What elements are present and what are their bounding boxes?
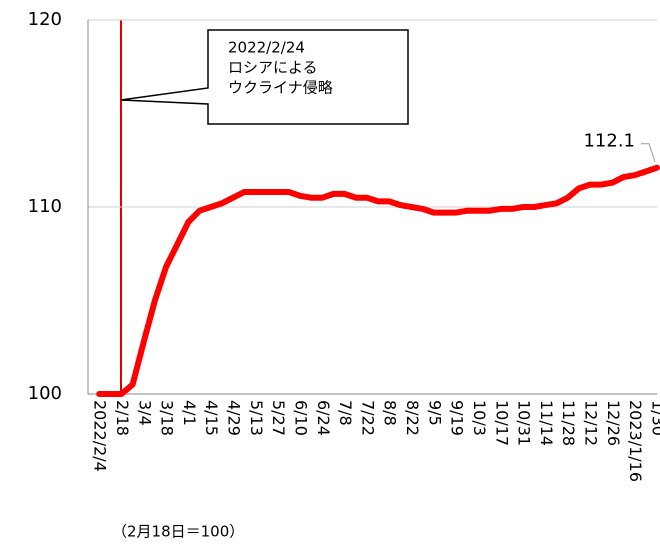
x-tick-label: 4/15 xyxy=(202,400,221,436)
x-tick-label: 8/22 xyxy=(403,400,422,436)
y-tick-label: 120 xyxy=(28,9,62,30)
x-tick-label: 2/18 xyxy=(113,400,132,436)
x-tick-label: 8/8 xyxy=(381,400,400,426)
x-tick-label: 9/19 xyxy=(448,400,467,436)
annotation-line: ウクライナ侵略 xyxy=(228,79,333,97)
x-tick-label: 3/18 xyxy=(158,400,177,436)
x-tick-label: 9/5 xyxy=(425,400,444,426)
y-tick-label: 100 xyxy=(28,383,62,404)
x-tick-label: 10/17 xyxy=(492,400,511,446)
annotation-line: ロシアによる xyxy=(228,59,318,77)
leader-line xyxy=(641,143,656,162)
x-tick-label: 3/4 xyxy=(135,400,154,426)
x-tick-label: 5/27 xyxy=(269,400,288,436)
x-tick-label: 4/29 xyxy=(225,400,244,436)
x-tick-label: 2022/2/4 xyxy=(91,400,110,472)
line-series xyxy=(96,164,660,397)
x-tick-label: 12/26 xyxy=(604,400,623,446)
x-tick-label: 5/13 xyxy=(247,400,266,436)
callout-box xyxy=(120,29,409,125)
annotation-line: 2022/2/24 xyxy=(228,39,305,57)
x-tick-label: 10/31 xyxy=(515,400,534,446)
x-tick-label: 4/1 xyxy=(180,400,199,426)
x-tick-label: 6/24 xyxy=(314,400,333,436)
x-tick-label: 11/28 xyxy=(559,400,578,446)
y-tick-label: 110 xyxy=(28,196,62,217)
x-tick-label: 10/3 xyxy=(470,400,489,436)
x-tick-label: 12/12 xyxy=(582,400,601,446)
x-tick-label: 11/14 xyxy=(537,400,556,446)
x-tick-label: 7/22 xyxy=(358,400,377,436)
note: （2月18日＝100） xyxy=(112,523,244,541)
x-tick-label: 1/30 xyxy=(649,400,660,436)
x-tick-label: 6/10 xyxy=(291,400,310,436)
x-tick-label: 7/8 xyxy=(336,400,355,426)
data-label: 112.1 xyxy=(583,131,635,152)
x-tick-label: 2023/1/16 xyxy=(626,400,645,482)
